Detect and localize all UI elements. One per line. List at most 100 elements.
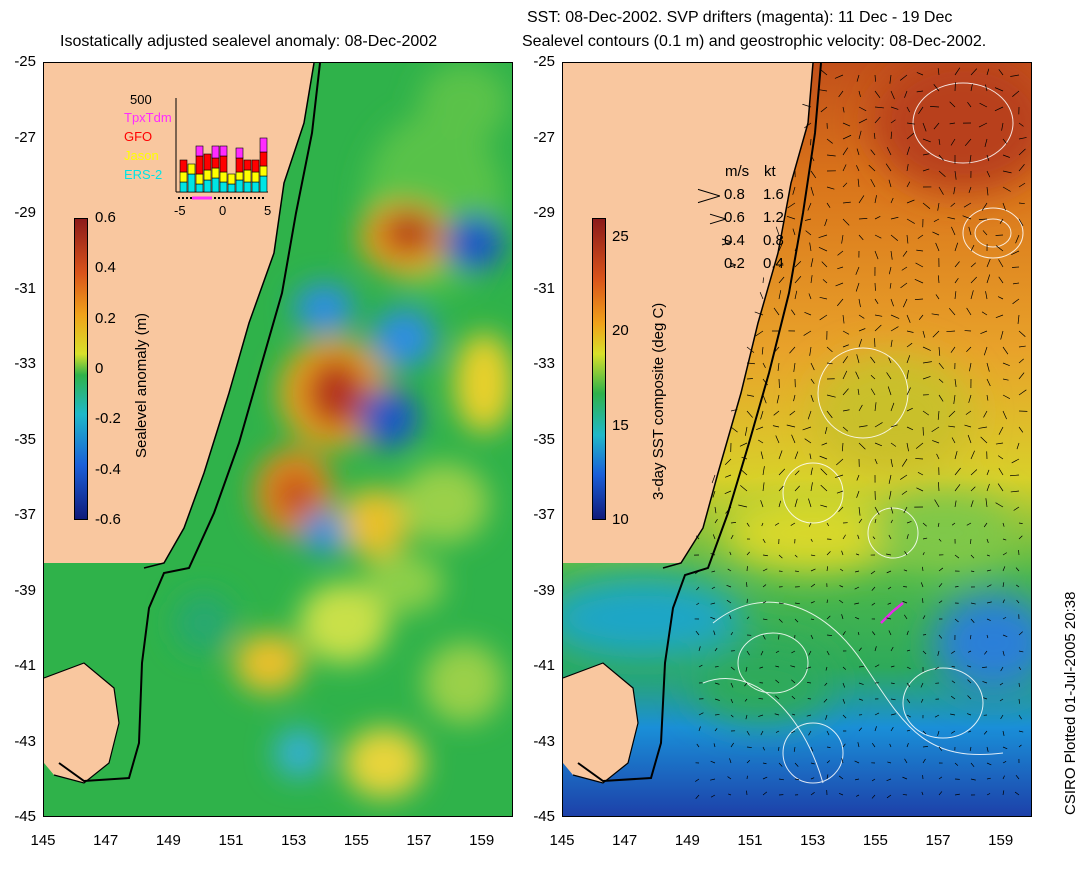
x-tick-left: 145 (30, 832, 56, 849)
y-tick-right: -33 (533, 355, 555, 372)
x-tick-right: 149 (674, 832, 700, 849)
velocity-legend-ms: 0.2 (724, 255, 745, 272)
x-tick-right: 157 (925, 832, 951, 849)
sealevel-anomaly-field (44, 63, 512, 816)
velocity-legend-arrow (729, 262, 736, 268)
inset-x-tick: 0 (219, 203, 227, 218)
y-tick-left: -27 (14, 128, 36, 146)
inset-bar-segment (235, 179, 244, 193)
sst-colorbar-label: 3-day SST composite (deg C) (650, 302, 667, 500)
x-tick-left: 159 (469, 832, 495, 849)
inset-bar-segment (219, 155, 228, 173)
sealevel-colorbar-tick: 0 (95, 360, 104, 377)
y-tick-right: -41 (533, 657, 555, 674)
velocity-legend-arrow (721, 238, 732, 246)
inset-bar-segment (251, 181, 260, 193)
inset-mission-label: Jason (124, 148, 159, 163)
inset-mission-label: ERS-2 (124, 167, 163, 182)
velocity-legend-arrow (697, 188, 720, 204)
inset-bar-segment (195, 145, 204, 157)
sealevel-colorbar-tick: -0.4 (95, 460, 121, 478)
sst-colorbar-tick: 25 (612, 227, 629, 245)
inset-bar-segment (219, 145, 228, 157)
sealevel-colorbar-tick: 0.2 (95, 309, 116, 327)
x-tick-left: 147 (93, 832, 119, 849)
sealevel-colorbar-tick: 0.6 (95, 209, 116, 226)
y-tick-right: -35 (533, 430, 555, 448)
plot-credit: CSIRO Plotted 01-Jul-2005 20:38 (1062, 591, 1079, 815)
y-tick-left: -33 (14, 355, 36, 372)
velocity-legend-kt: 0.8 (763, 232, 784, 249)
sst-map (562, 62, 1032, 817)
inset-bar-segment (179, 181, 188, 193)
inset-bar-segment (243, 169, 252, 183)
velocity-legend-kt: 1.6 (763, 186, 784, 203)
left-panel-title: Isostatically adjusted sealevel anomaly:… (60, 33, 438, 50)
y-tick-right: -39 (533, 581, 555, 599)
y-tick-left: -43 (14, 732, 36, 750)
inset-bar-segment (259, 175, 268, 193)
inset-bar-segment (235, 157, 244, 173)
sst-field (563, 63, 1031, 816)
y-tick-left: -35 (14, 430, 36, 448)
inset-bar-segment (259, 151, 268, 167)
sealevel-colorbar-label: Sealevel anomaly (m) (133, 312, 150, 458)
inset-bar-segment (243, 159, 252, 171)
sealevel-colorbar-tick: -0.2 (95, 410, 121, 428)
velocity-legend-header-ms: m/s (725, 163, 750, 180)
y-tick-left: -45 (14, 808, 36, 825)
sealevel-colorbar (74, 218, 88, 520)
sst-colorbar-tick: 20 (612, 322, 629, 340)
inset-bar-segment (243, 181, 252, 193)
inset-bar-segment (211, 157, 220, 169)
inset-bar-segment (195, 183, 204, 193)
inset-bar-segment (195, 155, 204, 175)
y-tick-right: -45 (533, 808, 555, 825)
velocity-legend-ms: 0.6 (724, 209, 745, 226)
inset-bar-segment (195, 173, 204, 185)
inset-bar-segment (235, 147, 244, 159)
y-tick-left: -37 (14, 506, 36, 523)
x-tick-right: 147 (612, 832, 638, 849)
sst-colorbar-tick: 10 (612, 511, 629, 528)
sst-colorbar (592, 218, 606, 520)
inset-bar-segment (219, 171, 228, 183)
y-tick-left: -25 (14, 53, 36, 70)
sealevel-colorbar-tick: -0.6 (95, 511, 121, 528)
velocity-legend-kt: 0.4 (763, 255, 784, 272)
velocity-legend-kt: 1.2 (763, 209, 784, 226)
x-tick-left: 153 (281, 832, 307, 849)
inset-bar-segment (251, 171, 260, 183)
inset-bar-segment (203, 179, 212, 193)
y-tick-left: -39 (14, 581, 36, 599)
inset-bar-segment (211, 167, 220, 179)
y-tick-right: -27 (533, 128, 555, 146)
inset-bar-segment (219, 181, 228, 193)
x-tick-left: 155 (343, 832, 369, 849)
y-tick-right: -25 (533, 53, 555, 70)
x-tick-right: 155 (862, 832, 888, 849)
y-tick-right: -29 (533, 204, 555, 221)
x-tick-left: 157 (406, 832, 432, 849)
inset-ymax-label: 500 (130, 92, 152, 107)
inset-bar-segment (259, 137, 268, 153)
inset-bar-segment (187, 173, 196, 193)
sealevel-colorbar-tick: 0.4 (95, 259, 116, 277)
x-tick-right: 151 (737, 832, 763, 849)
y-tick-left: -29 (14, 204, 36, 221)
x-tick-left: 149 (155, 832, 181, 849)
velocity-legend-ms: 0.4 (724, 232, 745, 249)
inset-bar-segment (211, 177, 220, 193)
inset-bar-segment (203, 169, 212, 181)
geostrophic-velocity-arrows (694, 67, 1028, 800)
x-tick-right: 153 (800, 832, 826, 849)
inset-bar-segment (187, 163, 196, 175)
right-panel-title-line1: SST: 08-Dec-2002. SVP drifters (magenta)… (527, 9, 953, 26)
y-tick-left: -41 (14, 657, 36, 674)
y-tick-right: -43 (533, 732, 555, 750)
x-tick-left: 151 (218, 832, 244, 849)
inset-bar-segment (179, 171, 188, 183)
sst-colorbar-tick: 15 (612, 416, 629, 434)
velocity-legend-arrow (709, 213, 726, 225)
right-panel-title-line2: Sealevel contours (0.1 m) and geostrophi… (522, 33, 987, 50)
